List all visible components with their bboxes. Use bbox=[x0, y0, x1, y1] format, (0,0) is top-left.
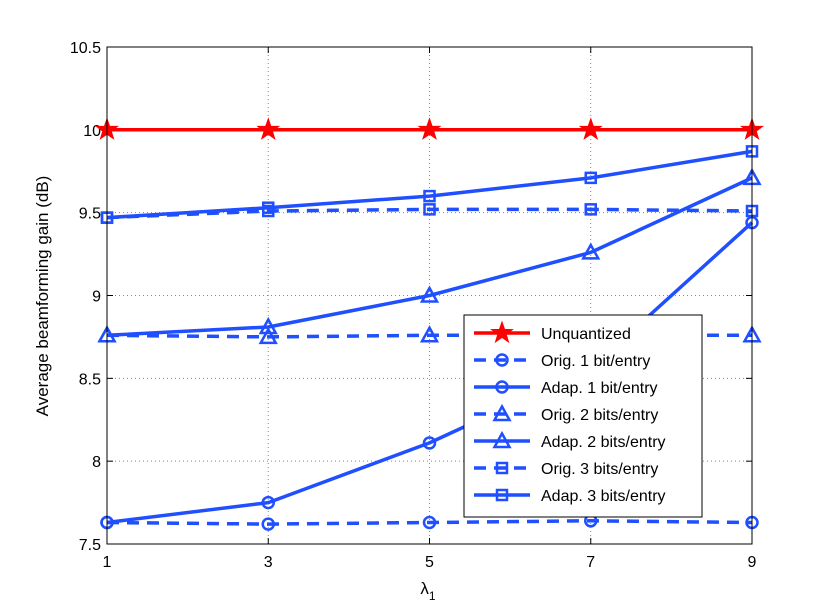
data-point-marker bbox=[422, 436, 437, 450]
series-line bbox=[106, 519, 753, 526]
legend-marker bbox=[495, 461, 509, 475]
legend-entry: Adap. 3 bits/entry bbox=[474, 488, 666, 505]
legend-entry: Unquantized bbox=[474, 320, 631, 344]
x-tick-label: 5 bbox=[425, 554, 434, 571]
data-point-marker bbox=[581, 242, 601, 260]
legend-marker bbox=[492, 430, 512, 449]
data-point-marker bbox=[423, 189, 436, 203]
data-point-marker bbox=[261, 517, 275, 531]
data-point-marker bbox=[417, 117, 442, 140]
x-axis-label: λ1 bbox=[420, 579, 436, 603]
legend-marker bbox=[490, 320, 514, 344]
legend-entry: Adap. 1 bit/entry bbox=[474, 380, 658, 397]
legend-label: Unquantized bbox=[541, 326, 631, 343]
legend-marker bbox=[492, 403, 512, 422]
legend-label: Orig. 2 bits/entry bbox=[541, 407, 658, 424]
legend-marker bbox=[495, 380, 509, 394]
data-point-marker bbox=[423, 203, 436, 216]
data-point-marker bbox=[578, 117, 603, 140]
data-point-marker bbox=[261, 495, 275, 510]
series-line bbox=[106, 149, 753, 220]
y-tick-label: 9.5 bbox=[79, 206, 101, 223]
legend-label: Adap. 2 bits/entry bbox=[541, 434, 666, 451]
data-point-marker bbox=[258, 326, 278, 345]
x-tick-label: 1 bbox=[103, 554, 112, 571]
legend-entry: Orig. 3 bits/entry bbox=[474, 461, 658, 478]
data-point-marker bbox=[419, 325, 440, 343]
data-point-marker bbox=[584, 203, 597, 216]
y-axis-label: Average beamforming gain (dB) bbox=[33, 176, 52, 417]
data-point-marker bbox=[584, 171, 597, 185]
x-axis-label-main: λ bbox=[420, 579, 429, 598]
x-tick-label: 9 bbox=[748, 554, 757, 571]
y-tick-label: 10 bbox=[83, 123, 101, 140]
legend-label: Orig. 1 bit/entry bbox=[541, 353, 650, 370]
legend-label: Orig. 3 bits/entry bbox=[541, 461, 658, 478]
y-tick-label: 10.5 bbox=[70, 40, 101, 57]
axis-ticks: 1 3 5 7 9 7.5 8 8.5 9 9.5 10 10.5 bbox=[70, 40, 757, 571]
y-tick-label: 9 bbox=[92, 289, 101, 306]
x-axis-label-subscript: 1 bbox=[429, 589, 436, 603]
data-point-marker bbox=[262, 201, 275, 214]
y-tick-label: 7.5 bbox=[79, 537, 101, 554]
legend-marker bbox=[495, 488, 509, 502]
data-point-marker bbox=[258, 316, 278, 335]
y-tick-label: 8.5 bbox=[79, 371, 101, 388]
x-tick-label: 7 bbox=[586, 554, 595, 571]
legend-entry: Orig. 1 bit/entry bbox=[474, 353, 650, 370]
legend-marker bbox=[495, 353, 509, 367]
legend-entry: Adap. 2 bits/entry bbox=[474, 430, 666, 451]
y-tick-label: 8 bbox=[92, 454, 101, 471]
legend-entry: Orig. 2 bits/entry bbox=[474, 403, 658, 424]
legend-box bbox=[463, 314, 703, 518]
data-point-marker bbox=[422, 515, 437, 530]
legend: Unquantized Orig. 1 bit/entry Adap. 1 bit/… bbox=[463, 314, 703, 518]
legend-label: Adap. 3 bits/entry bbox=[541, 488, 666, 505]
data-point-marker bbox=[256, 117, 281, 140]
plot-frame bbox=[106, 46, 753, 545]
series-line bbox=[106, 207, 753, 220]
data-point-marker bbox=[419, 285, 440, 303]
series-line bbox=[106, 176, 753, 338]
legend-label: Adap. 1 bit/entry bbox=[541, 380, 658, 397]
x-tick-label: 3 bbox=[264, 554, 273, 571]
series-line bbox=[106, 333, 752, 339]
